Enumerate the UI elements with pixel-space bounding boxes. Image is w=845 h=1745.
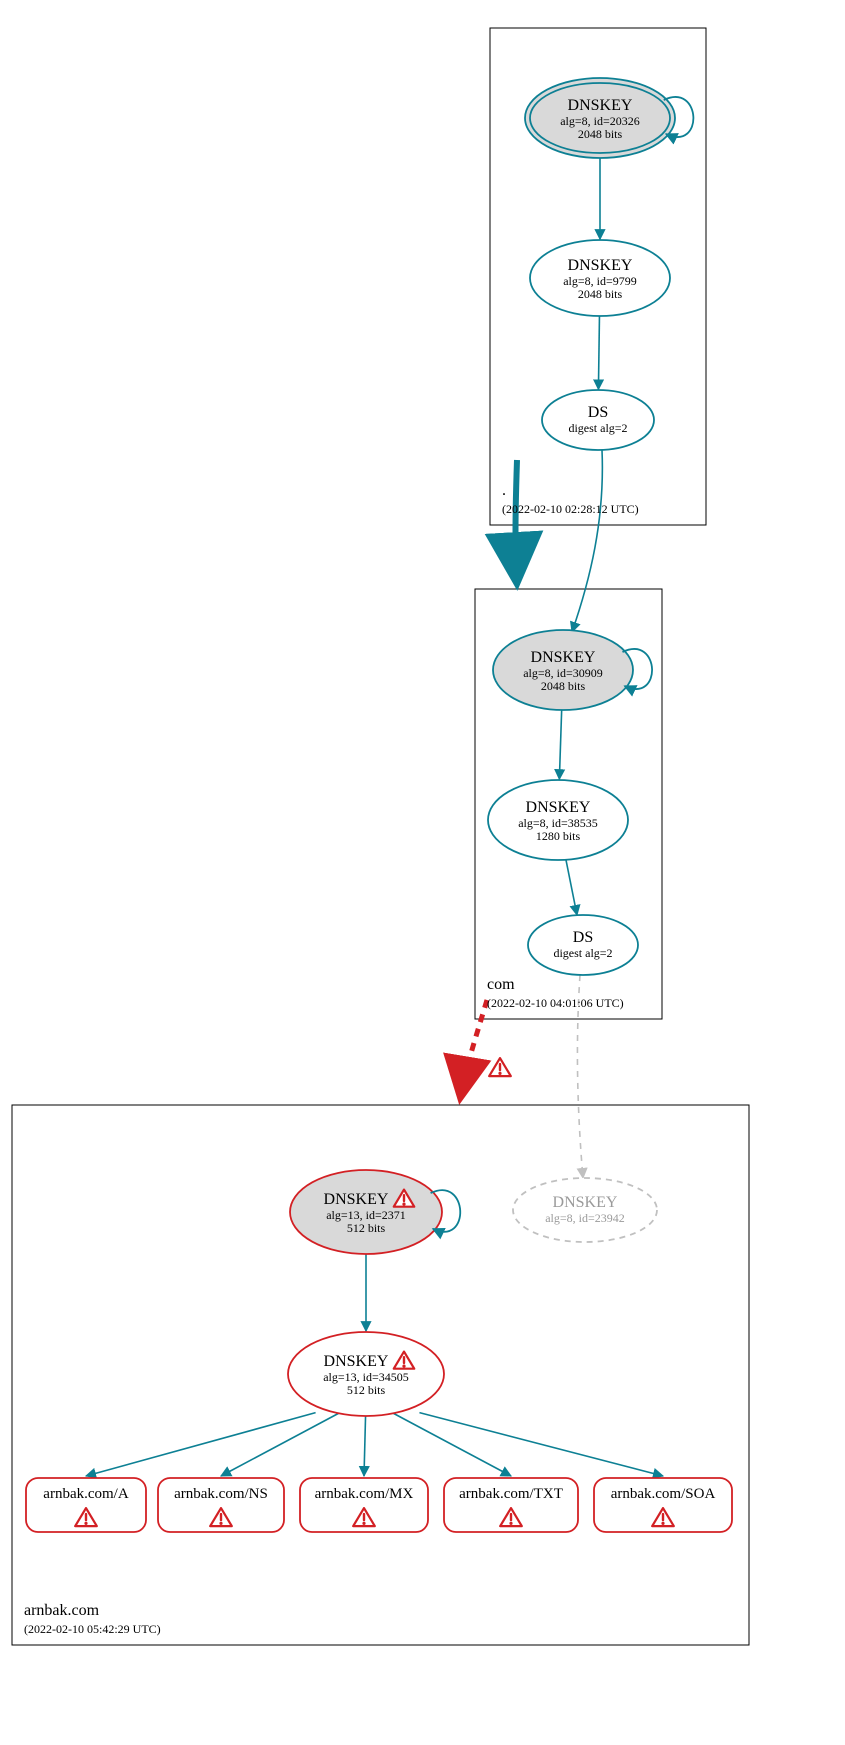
zone-arnbak-time: (2022-02-10 05:42:29 UTC) xyxy=(24,1622,161,1636)
node-arn_zsk-sub2: 512 bits xyxy=(347,1383,386,1397)
node-com_ksk-sub1: alg=8, id=30909 xyxy=(523,666,603,680)
rr_a-label: arnbak.com/A xyxy=(43,1486,129,1502)
node-com_zsk-sub2: 1280 bits xyxy=(536,829,581,843)
zone-com-time: (2022-02-10 04:01:06 UTC) xyxy=(487,996,624,1010)
node-arn_missing-sub1: alg=8, id=23942 xyxy=(545,1211,625,1225)
node-arn_zsk-sub1: alg=13, id=34505 xyxy=(323,1370,409,1384)
edge-arn_zsk-rr_txt xyxy=(392,1413,511,1476)
node-arn_zsk-title: DNSKEY xyxy=(324,1353,389,1370)
zone-com-name: com xyxy=(487,976,515,993)
node-root_zsk-sub1: alg=8, id=9799 xyxy=(563,274,637,288)
edge-arn_zsk-rr_mx xyxy=(364,1413,366,1476)
node-com_zsk-sub1: alg=8, id=38535 xyxy=(518,816,598,830)
node-root_zsk-sub2: 2048 bits xyxy=(578,287,623,301)
node-com_ds-title: DS xyxy=(573,929,593,946)
node-root_ksk-sub2: 2048 bits xyxy=(578,127,623,141)
node-com_zsk-title: DNSKEY xyxy=(526,799,591,816)
rr_mx-label: arnbak.com/MX xyxy=(315,1486,414,1502)
edge-root_zsk-root_ds xyxy=(598,315,599,389)
edge-root_ds_to_com_ksk xyxy=(572,450,602,632)
node-root_ksk-sub1: alg=8, id=20326 xyxy=(560,114,640,128)
edge-com_zsk-com_ds xyxy=(566,858,577,915)
zone-root-name: . xyxy=(502,482,506,499)
node-com_ksk-sub2: 2048 bits xyxy=(541,679,586,693)
warning-icon xyxy=(489,1058,511,1076)
edge-root_to_com_box xyxy=(516,460,518,585)
edge-com_to_arn_box xyxy=(460,1000,487,1100)
zone-root-time: (2022-02-10 02:28:12 UTC) xyxy=(502,502,639,516)
node-root_ds-title: DS xyxy=(588,404,608,421)
node-root_ds-sub1: digest alg=2 xyxy=(568,421,627,435)
edge-com_ksk-com_zsk xyxy=(559,709,561,779)
rr_ns-label: arnbak.com/NS xyxy=(174,1486,268,1502)
node-arn_ksk-sub2: 512 bits xyxy=(347,1221,386,1235)
node-com_ksk-title: DNSKEY xyxy=(531,649,596,666)
node-root_zsk-title: DNSKEY xyxy=(568,257,633,274)
node-root_ksk-title: DNSKEY xyxy=(568,97,633,114)
rr_txt-label: arnbak.com/TXT xyxy=(459,1486,563,1502)
node-com_ds-sub1: digest alg=2 xyxy=(553,946,612,960)
zone-arnbak-name: arnbak.com xyxy=(24,1602,100,1619)
edge-arn_zsk-rr_soa xyxy=(419,1413,663,1476)
rr_soa-label: arnbak.com/SOA xyxy=(611,1486,716,1502)
node-arn_missing-title: DNSKEY xyxy=(553,1194,618,1211)
node-arn_ksk-sub1: alg=13, id=2371 xyxy=(326,1208,406,1222)
node-arn_ksk-title: DNSKEY xyxy=(324,1191,389,1208)
